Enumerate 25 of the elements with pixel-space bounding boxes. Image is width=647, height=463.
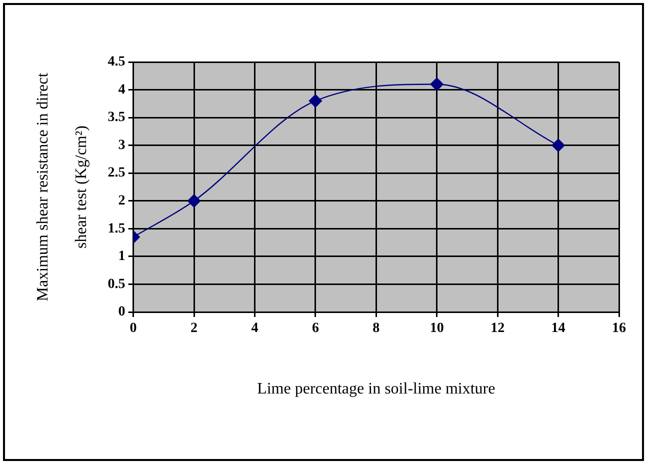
y-tick-label: 4 bbox=[118, 82, 126, 98]
x-tick-label: 4 bbox=[251, 321, 258, 336]
x-tick-label: 6 bbox=[312, 321, 319, 336]
x-tick-label: 10 bbox=[430, 321, 444, 336]
text: Maximum shear resistance in direct shear test (Kg/cm²) bbox=[34, 72, 90, 302]
point bbox=[552, 138, 565, 152]
x-axis-title: Lime percentage in soil-lime mixture bbox=[257, 380, 496, 398]
y-tick-label: 2 bbox=[118, 194, 126, 208]
y-tick-label: 0 bbox=[118, 304, 126, 320]
x-tick-label: 2 bbox=[190, 321, 198, 336]
y-tick-label: 4.5 bbox=[108, 54, 126, 70]
x-tick-label: 14 bbox=[551, 321, 566, 336]
y-tick-label: 3 bbox=[118, 138, 126, 153]
x-tick-label: 12 bbox=[490, 321, 505, 336]
y-tick-label: 1 bbox=[118, 249, 126, 264]
point bbox=[430, 78, 444, 91]
y-tick-label: 1.5 bbox=[108, 221, 126, 236]
y-tick-label: 3.5 bbox=[108, 110, 126, 126]
point bbox=[308, 94, 322, 108]
y-tick-label: 2.5 bbox=[108, 166, 126, 181]
y-tick-label: 0.5 bbox=[108, 276, 126, 292]
x-tick-label: 16 bbox=[612, 321, 626, 336]
point bbox=[187, 194, 201, 208]
x-tick-label: 0 bbox=[130, 321, 137, 336]
x-tick-label: 8 bbox=[372, 321, 380, 336]
